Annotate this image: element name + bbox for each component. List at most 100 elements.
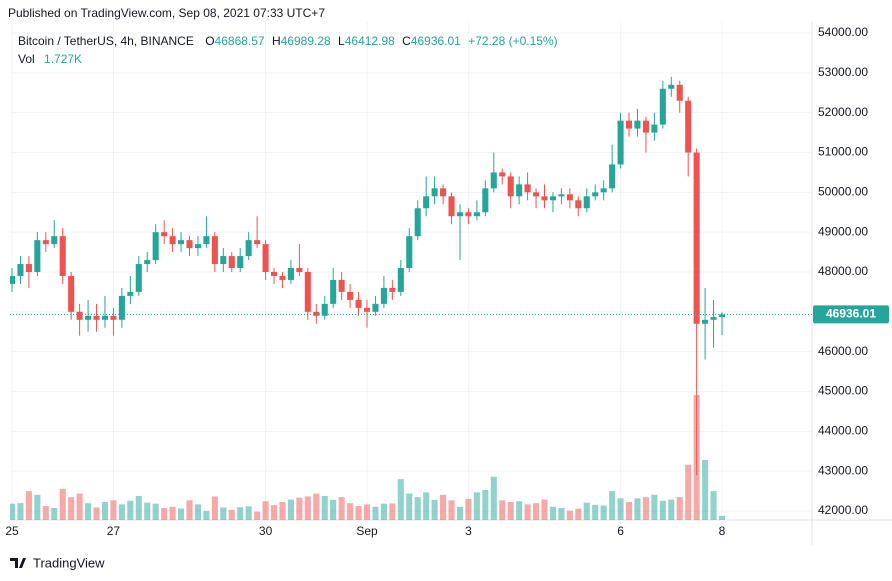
candle-body	[194, 244, 201, 249]
candle-body	[380, 287, 387, 304]
volume-bar	[42, 506, 49, 520]
last-price-label: 46936.01	[826, 307, 876, 321]
candle-body	[262, 244, 269, 272]
volume-bar	[524, 504, 531, 520]
candle-body	[566, 194, 573, 201]
candle-body	[600, 188, 607, 193]
volume-bar	[330, 499, 337, 520]
candle-body	[355, 299, 362, 308]
candle-body	[575, 200, 582, 209]
volume-bar	[507, 501, 514, 520]
high-value: 46989.28	[281, 34, 331, 48]
candle-body	[718, 314, 726, 318]
volume-bar	[456, 506, 464, 520]
candle-body	[127, 291, 134, 296]
candle-body	[321, 303, 328, 316]
candle-body	[68, 275, 75, 312]
volume-bar	[397, 479, 404, 520]
y-tick-label: 52000.00	[818, 105, 868, 119]
volume-bar	[313, 493, 320, 520]
candle-body	[220, 256, 227, 265]
volume-bar	[448, 500, 455, 520]
volume-bar	[490, 476, 497, 520]
candle-body	[448, 196, 455, 217]
volume-bar	[482, 489, 489, 520]
candle-body	[211, 236, 218, 265]
y-tick-label: 45000.00	[818, 384, 868, 398]
candle-body	[533, 192, 540, 197]
volume-bar	[59, 488, 66, 520]
volume-bar	[304, 496, 311, 520]
candle-body	[228, 256, 235, 269]
candle-body	[203, 236, 210, 245]
volume-bar	[101, 501, 109, 520]
y-tick-label: 42000.00	[818, 503, 868, 517]
volume-bar	[76, 493, 83, 520]
candle-body	[144, 260, 151, 265]
volume-bar	[642, 497, 649, 520]
volume-bar	[406, 493, 413, 520]
candle-body	[389, 287, 396, 292]
candle-body	[456, 212, 464, 217]
candle-body	[499, 172, 506, 177]
candle-body	[186, 240, 193, 249]
volume-bar	[110, 500, 117, 520]
volume-bar	[135, 495, 142, 520]
candle-body	[135, 264, 142, 292]
y-tick-label: 51000.00	[818, 145, 868, 159]
candle-body	[668, 84, 675, 89]
volume-bar	[499, 500, 506, 520]
volume-bar	[355, 506, 362, 520]
volume-bar	[228, 509, 235, 520]
volume-bar	[68, 497, 75, 520]
volume-bar	[85, 503, 92, 520]
candle-body	[101, 315, 109, 320]
volume-bar	[169, 506, 176, 520]
candle-body	[431, 188, 438, 197]
candle-body	[372, 303, 379, 312]
candle-body	[592, 192, 599, 197]
logo	[10, 558, 26, 568]
volume-bar	[17, 503, 24, 520]
y-tick-label: 49000.00	[818, 224, 868, 238]
ohlc-prefix: L	[338, 34, 345, 48]
x-tick-label: 27	[107, 524, 121, 538]
publish-header: Published on TradingView.com, Sep 08, 20…	[8, 6, 325, 20]
candle-body	[76, 311, 83, 320]
candle-body	[34, 240, 41, 272]
candle-body	[465, 212, 472, 217]
candle-body	[710, 317, 717, 320]
volume-bar	[659, 500, 666, 520]
x-tick-label: Sep	[356, 524, 378, 538]
volume-bar	[423, 492, 430, 520]
volume-bar	[211, 496, 218, 520]
volume-bar	[152, 503, 159, 520]
axes: 42000.00 43000.00 44000.00 45000.00 46000.00…	[5, 25, 889, 538]
volume-bar	[270, 505, 278, 520]
y-tick-label: 43000.00	[818, 463, 868, 477]
volume-bar	[203, 510, 210, 520]
ohlc-prefix: O	[205, 34, 214, 48]
candle-body	[330, 279, 337, 304]
volume-bar	[245, 506, 252, 520]
volume-bar	[279, 501, 286, 520]
volume-bar	[389, 503, 396, 520]
volume-bar	[702, 459, 709, 520]
candle-body	[59, 236, 66, 276]
volume-bar	[194, 504, 201, 520]
volume-bar	[668, 499, 675, 520]
volume-bar	[254, 511, 261, 520]
volume-bar	[51, 507, 58, 520]
volume-bar	[372, 506, 379, 520]
candle-body	[406, 236, 413, 269]
candle-body	[85, 315, 92, 320]
y-tick-label: 44000.00	[818, 424, 868, 438]
volume-bar	[10, 503, 16, 520]
volume-value: 1.727K	[44, 52, 82, 66]
volume-bar	[718, 515, 726, 520]
candle-body	[482, 188, 489, 213]
candle-body	[110, 315, 117, 320]
candle-body	[10, 275, 16, 284]
volume-bar	[651, 494, 658, 520]
